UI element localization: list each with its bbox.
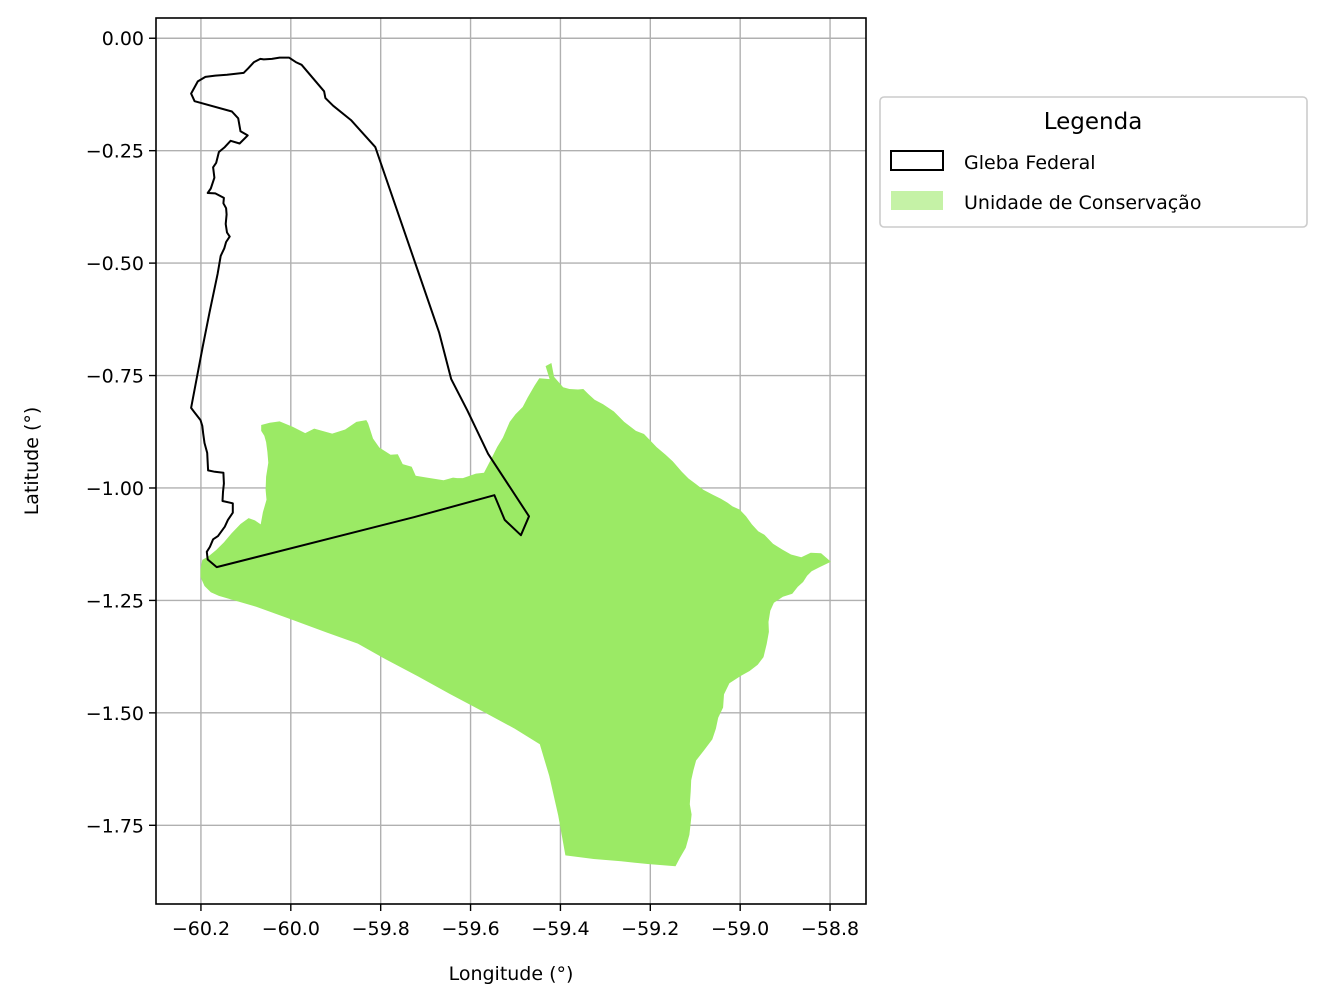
x-tick-label: −59.0 <box>711 918 769 940</box>
legend-swatch-federal-land <box>890 150 944 171</box>
y-tick-label: −1.50 <box>86 703 144 725</box>
x-tick-label: −59.6 <box>441 918 499 940</box>
y-axis-ticks: 0.00 −0.25 −0.50 −0.75 −1.00 −1.25 −1.50 −1.75 <box>86 28 156 837</box>
legend-label-federal-land: Gleba Federal <box>964 152 1096 174</box>
x-tick-label: −59.8 <box>352 918 410 940</box>
conservation-unit-layer <box>200 363 831 867</box>
y-tick-label: −0.25 <box>86 141 144 163</box>
x-tick-label: −60.0 <box>262 918 320 940</box>
y-tick-label: −1.00 <box>86 478 144 500</box>
x-tick-label: −58.8 <box>801 918 859 940</box>
axes-frame <box>155 17 867 905</box>
legend-label-conservation-unit: Unidade de Conservação <box>964 192 1201 214</box>
x-tick-label: −59.2 <box>621 918 679 940</box>
y-axis-label: Latitude (°) <box>21 407 43 516</box>
y-tick-label: 0.00 <box>102 28 144 50</box>
x-tick-label: −59.4 <box>531 918 589 940</box>
y-tick-label: −1.25 <box>86 590 144 612</box>
legend-title: Legenda <box>1044 109 1143 135</box>
legend-box <box>879 96 1308 228</box>
x-tick-label: −60.2 <box>172 918 230 940</box>
y-tick-label: −0.75 <box>86 366 144 388</box>
x-axis-label: Longitude (°) <box>449 963 574 985</box>
legend-swatch-conservation-unit <box>891 191 943 210</box>
y-tick-label: −1.75 <box>86 815 144 837</box>
x-axis-ticks: −60.2 −60.0 −59.8 −59.6 −59.4 −59.2 −59.0 −58.8 <box>172 904 859 940</box>
conservation-unit-polygon <box>200 363 831 867</box>
legend: Legenda Gleba Federal Unidade de Conserv… <box>879 96 1308 228</box>
y-tick-label: −0.50 <box>86 253 144 275</box>
federal-land-polygon <box>190 56 530 569</box>
federal-land-layer <box>190 56 530 569</box>
